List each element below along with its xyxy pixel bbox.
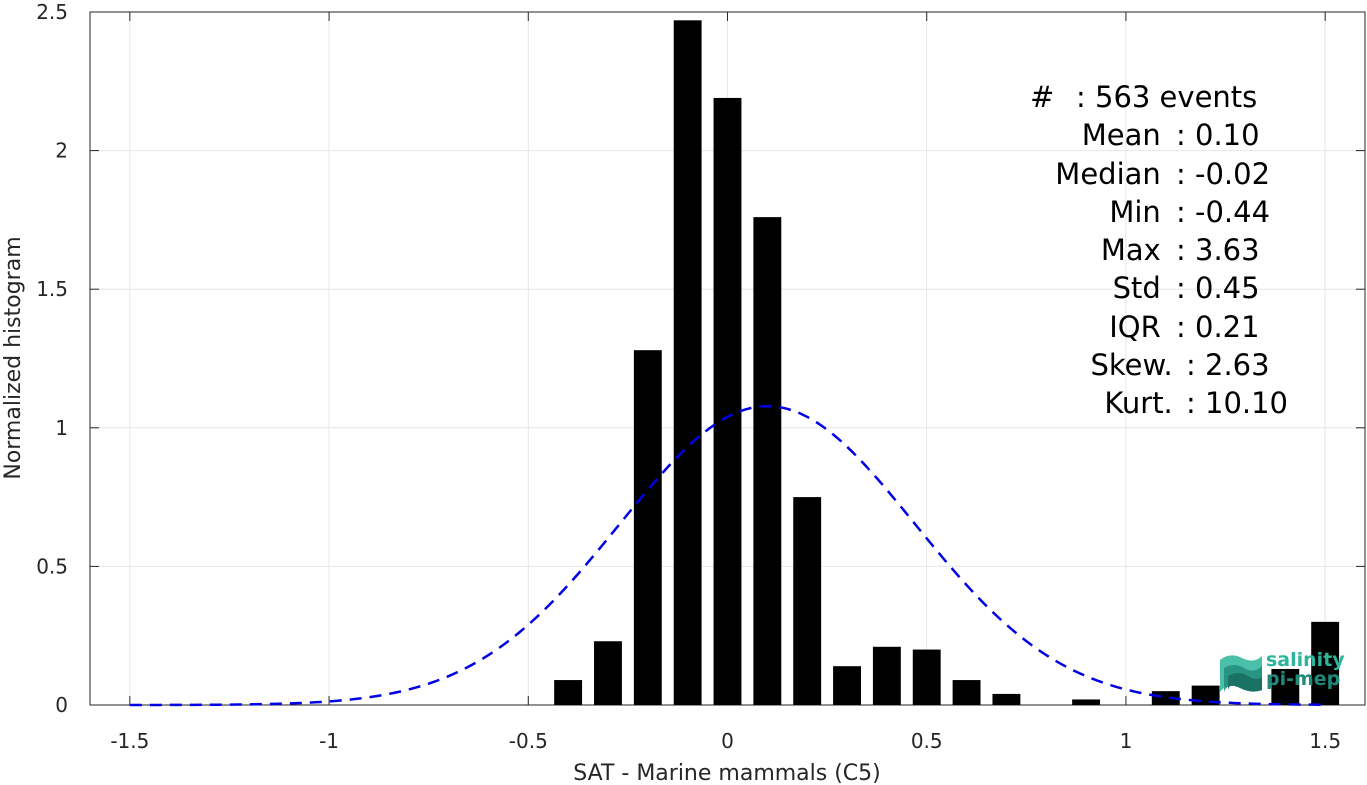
logo-text-line1: salinity (1266, 649, 1345, 671)
histogram-bar (1072, 699, 1101, 705)
stats-box: # : 563 events Mean : 0.10 Median : -0.0… (1000, 80, 1290, 425)
x-tick-label: 1 (1120, 729, 1133, 753)
stat-key: Median (1055, 156, 1170, 191)
y-tick-labels: 0 0.5 1 1.5 2 2.5 (36, 0, 68, 717)
y-tick-label: 1 (55, 416, 68, 440)
stat-value: : 0.21 (1176, 309, 1260, 344)
histogram-bar (833, 666, 861, 705)
stat-value: : -0.02 (1176, 156, 1271, 191)
stat-line-skew: Skew. : 2.63 (1000, 348, 1290, 386)
y-tick-label: 0 (55, 693, 68, 717)
stat-key: Skew. (1090, 348, 1182, 383)
stat-line-count: # : 563 events (1000, 80, 1290, 118)
histogram-bar (554, 680, 583, 705)
y-tick-label: 0.5 (36, 554, 68, 578)
histogram-bar (753, 217, 782, 706)
stat-value: : 3.63 (1176, 233, 1260, 268)
stat-value: : 0.10 (1176, 118, 1260, 153)
stat-line-min: Min : -0.44 (1000, 195, 1290, 233)
histogram-bar (673, 20, 702, 706)
stat-key: Mean (1081, 118, 1170, 153)
stat-key: Kurt. (1104, 386, 1182, 421)
stat-line-kurt: Kurt. : 10.10 (1000, 386, 1290, 424)
x-axis-title: SAT - Marine mammals (C5) (573, 761, 881, 785)
histogram-bar (633, 350, 662, 705)
stat-line-std: Std : 0.45 (1000, 271, 1290, 309)
stat-line-iqr: IQR : 0.21 (1000, 310, 1290, 348)
histogram-bar (872, 646, 901, 705)
x-tick-labels: -1.5 -1 -0.5 0 0.5 1 1.5 (110, 729, 1341, 753)
histogram-bar (1151, 691, 1180, 705)
stat-value: : 0.45 (1176, 271, 1260, 306)
x-tick-label: -1 (319, 729, 339, 753)
stat-value: : 563 events (1076, 80, 1258, 114)
x-tick-label: 0.5 (911, 729, 943, 753)
x-tick-label: 0 (721, 729, 734, 753)
stat-line-max: Max : 3.63 (1000, 233, 1290, 271)
stat-key: Min (1109, 194, 1170, 229)
stat-line-mean: Mean : 0.10 (1000, 118, 1290, 156)
stat-value: : 2.63 (1186, 348, 1270, 383)
y-tick-label: 2.5 (36, 0, 68, 24)
stat-value: : -0.44 (1176, 194, 1271, 229)
stat-key: Max (1100, 233, 1170, 268)
histogram-bar (952, 680, 981, 705)
x-tick-label: 1.5 (1309, 729, 1341, 753)
y-tick-label: 2 (55, 139, 68, 163)
stat-key: Std (1112, 271, 1170, 306)
stat-value: : 10.10 (1186, 386, 1289, 421)
wave-logo-icon (1220, 655, 1262, 692)
x-tick-label: -1.5 (110, 729, 149, 753)
normal-fit-curve (129, 404, 1326, 707)
stat-key: IQR (1109, 309, 1170, 344)
x-tick-label: -0.5 (509, 729, 548, 753)
histogram-bars (554, 20, 1340, 706)
logo-text-line2: pi-mep (1266, 668, 1341, 690)
salinity-pimep-logo: salinity pi-mep (1218, 648, 1348, 696)
stat-key: # (1030, 80, 1073, 114)
y-tick-label: 1.5 (36, 277, 68, 301)
stat-line-median: Median : -0.02 (1000, 157, 1290, 195)
histogram-bar (1311, 621, 1340, 705)
histogram-bar (793, 497, 822, 705)
histogram-bar (992, 693, 1021, 705)
histogram-bar (594, 641, 622, 705)
histogram-bar (1271, 668, 1300, 705)
histogram-bar (713, 97, 742, 705)
y-axis-title: Normalized histogram (1, 236, 26, 479)
histogram-bar (912, 649, 941, 705)
